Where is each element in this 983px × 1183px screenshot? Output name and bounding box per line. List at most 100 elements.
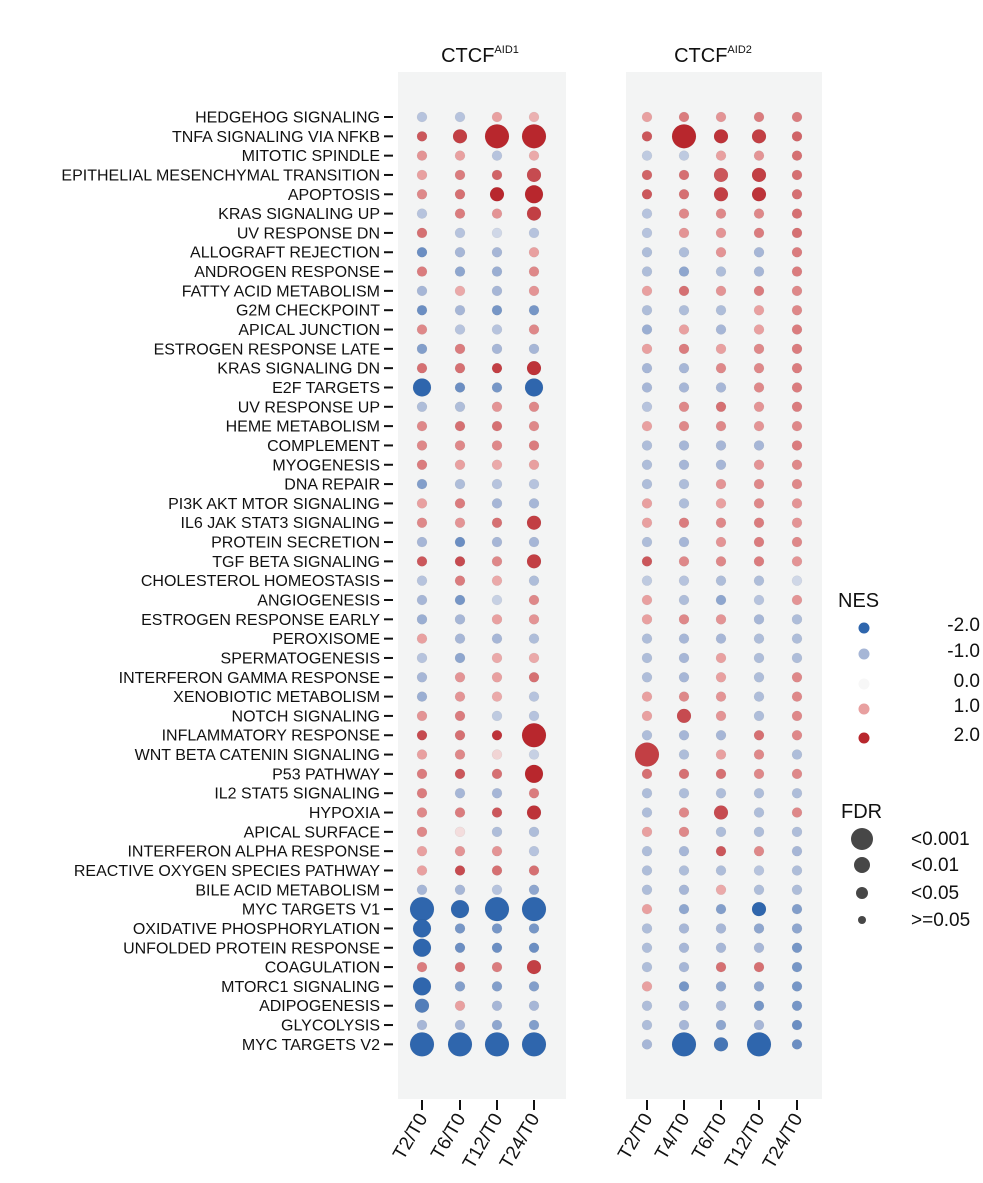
data-point	[678, 749, 690, 760]
data-point	[753, 401, 765, 413]
row-label: DNA REPAIR	[284, 477, 380, 494]
data-point	[641, 343, 653, 355]
data-point	[526, 515, 542, 530]
data-point	[524, 764, 544, 784]
data-point	[528, 150, 540, 161]
data-point	[528, 1000, 540, 1011]
data-point	[641, 981, 653, 992]
data-point	[454, 420, 466, 432]
data-point	[791, 1000, 803, 1011]
data-point	[678, 343, 690, 355]
data-point	[753, 498, 765, 509]
data-point	[491, 981, 503, 992]
data-point	[678, 324, 690, 335]
data-point	[791, 556, 803, 567]
data-point	[454, 459, 466, 471]
data-point	[528, 440, 540, 451]
data-point	[528, 1019, 540, 1031]
data-point	[641, 382, 653, 393]
data-point	[454, 672, 466, 683]
data-point	[715, 343, 727, 355]
data-point	[753, 594, 765, 606]
data-point	[751, 129, 767, 144]
row-label: INFLAMMATORY RESPONSE	[162, 728, 380, 745]
data-point	[454, 768, 466, 780]
data-point	[528, 401, 540, 413]
data-point	[713, 805, 729, 820]
row-label: G2M CHECKPOINT	[236, 303, 380, 320]
data-point	[416, 150, 428, 161]
data-point	[528, 536, 540, 548]
fdr-legend-swatch	[851, 828, 873, 850]
data-point	[753, 614, 765, 625]
row-label: MITOTIC SPINDLE	[242, 148, 380, 165]
data-point	[678, 111, 690, 123]
x-tick-label: T2/T0	[614, 1110, 657, 1163]
data-point	[416, 169, 428, 181]
data-point	[521, 124, 547, 149]
data-point	[454, 343, 466, 355]
data-point	[678, 768, 690, 780]
data-point	[528, 787, 540, 799]
data-point	[753, 343, 765, 355]
data-point	[454, 382, 466, 393]
row-label: IL2 STAT5 SIGNALING	[214, 786, 380, 803]
data-point	[526, 167, 542, 183]
data-point	[454, 536, 466, 548]
data-point	[416, 729, 428, 741]
data-point	[641, 285, 653, 297]
x-tick-label: T2/T0	[389, 1110, 432, 1163]
data-point	[491, 498, 503, 509]
data-point	[454, 981, 466, 992]
data-point	[412, 977, 432, 996]
data-point	[715, 633, 727, 644]
data-point	[521, 722, 547, 748]
row-label: KRAS SIGNALING UP	[218, 206, 380, 223]
data-point	[641, 266, 653, 277]
data-point	[753, 382, 765, 393]
data-point	[678, 304, 690, 316]
data-point	[641, 227, 653, 239]
data-point	[491, 517, 503, 528]
panel-2-title: CTCFAID2	[674, 44, 752, 67]
data-point	[641, 440, 653, 451]
pathway-labels: HEDGEHOG SIGNALING TNFA SIGNALING VIA NFK…	[61, 110, 393, 1054]
data-point	[753, 691, 765, 702]
data-point	[678, 845, 690, 857]
nes-legend-swatch	[858, 622, 870, 634]
data-point	[641, 420, 653, 432]
data-point	[521, 1032, 547, 1057]
data-point	[641, 111, 653, 123]
data-point	[491, 556, 503, 567]
data-point	[454, 865, 466, 876]
data-point	[791, 111, 803, 123]
data-point	[678, 981, 690, 992]
data-point	[753, 633, 765, 644]
data-point	[678, 826, 690, 838]
data-point	[753, 246, 765, 258]
data-point	[454, 285, 466, 297]
data-point	[491, 884, 503, 896]
data-point	[641, 1000, 653, 1011]
data-point	[528, 614, 540, 625]
data-point	[791, 498, 803, 509]
data-point	[416, 633, 428, 644]
data-point	[791, 362, 803, 374]
data-point	[753, 1000, 765, 1011]
data-point	[791, 401, 803, 413]
fdr-legend-label: >=0.05	[911, 910, 970, 931]
data-point	[454, 942, 466, 954]
data-point	[753, 942, 765, 954]
data-point	[524, 185, 544, 204]
data-point	[491, 304, 503, 316]
data-point	[753, 324, 765, 335]
data-point	[753, 884, 765, 896]
data-point	[791, 614, 803, 625]
x-tick-label: T4/T0	[651, 1110, 694, 1163]
data-point	[491, 749, 503, 760]
data-point	[715, 942, 727, 954]
data-point	[753, 478, 765, 490]
data-point	[416, 672, 428, 683]
data-point	[715, 478, 727, 490]
